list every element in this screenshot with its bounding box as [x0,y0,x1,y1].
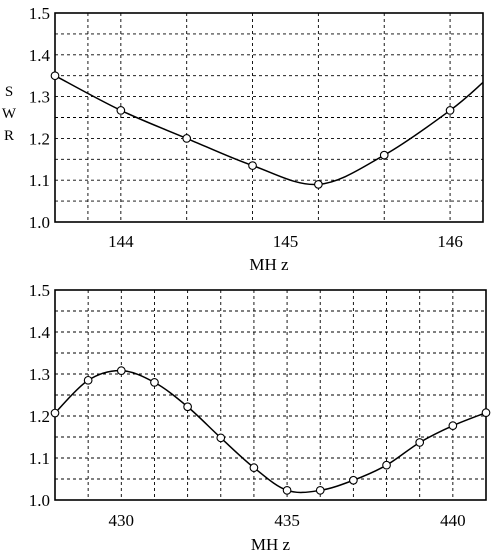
y-tick-label: 1.0 [29,491,50,510]
y-tick-label: 1.2 [29,407,50,426]
x-tick-label: 440 [440,511,466,530]
data-point [282,485,292,495]
data-point [182,134,192,143]
x-axis-label: MH z [249,255,289,274]
y-tick-label: 1.0 [29,213,50,232]
plot-frame [54,12,484,223]
data-point [315,485,325,495]
data-point [116,366,126,375]
data-point [216,433,226,443]
y-tick-label: 1.3 [29,88,50,107]
data-point [249,463,259,473]
y-tick-label: 1.5 [29,281,50,300]
x-tick-label: 430 [109,511,135,530]
data-point [183,402,192,412]
data-point [481,408,491,417]
y-tick-label: 1.3 [29,365,50,384]
y-tick-label: 1.5 [29,4,50,23]
data-point [379,150,389,160]
data-point [415,438,425,447]
data-point [349,475,358,485]
data-point [50,408,60,418]
data-point [150,378,159,387]
y-tick-label: 1.2 [29,129,50,148]
data-point [83,375,93,385]
x-tick-label: 146 [437,232,463,251]
y-tick-label: 1.1 [29,449,50,468]
data-point [248,161,257,170]
data-point [445,106,455,115]
data-point [116,106,126,115]
y-tick-label: 1.4 [29,46,51,65]
data-point [382,460,391,470]
data-point [50,71,60,81]
series-line [54,75,484,186]
y-tick-label: 1.1 [29,171,50,190]
x-axis-label: MH z [251,535,291,554]
x-tick-label: 435 [274,511,300,530]
data-point [448,421,458,431]
chart-2: 1.0 1.1 1.2 1.3 1.4 1.5 430 435 440 MH z [29,281,491,554]
x-tick-label: 144 [108,232,134,251]
series-line [54,369,487,494]
plot-frame [54,289,487,501]
x-tick-label: 145 [273,232,299,251]
data-point [314,180,323,189]
y-tick-label: 1.4 [29,323,51,342]
chart-1: 1.0 1.1 1.2 1.3 1.4 1.5 144 145 146 MH z S W R [2,4,484,274]
